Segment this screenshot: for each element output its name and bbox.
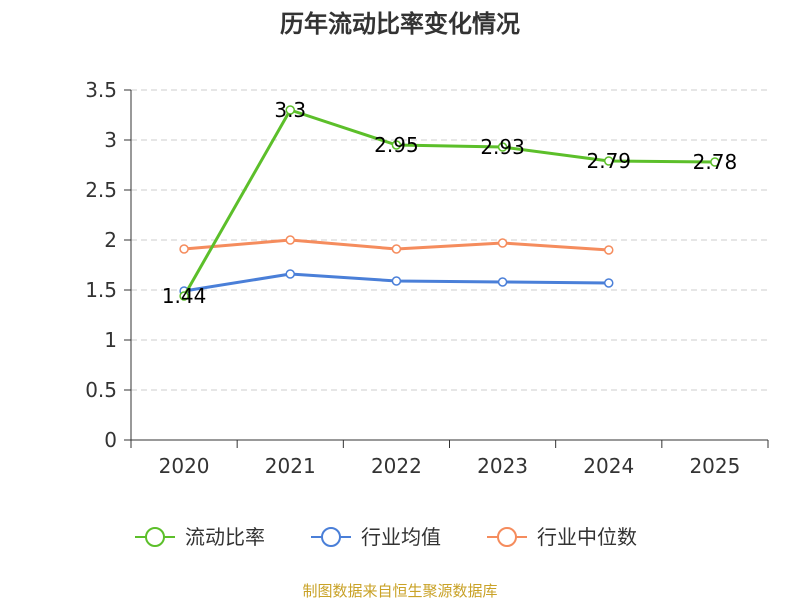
series-point — [497, 142, 508, 152]
data-label: 2.93 — [480, 135, 525, 159]
legend-marker-circle — [321, 527, 341, 547]
x-tick-label: 2022 — [371, 454, 422, 478]
x-tick-label: 2024 — [583, 454, 634, 478]
x-tick-label: 2025 — [689, 454, 740, 478]
source-note: 制图数据来自恒生聚源数据库 — [302, 582, 497, 600]
chart-title: 历年流动比率变化情况 — [280, 10, 520, 38]
series-point — [391, 140, 402, 150]
series-3 — [179, 235, 614, 255]
data-label: 2.79 — [586, 149, 631, 173]
series-point — [391, 276, 402, 286]
y-tick-label: 1 — [104, 328, 117, 352]
data-label: 2.95 — [374, 133, 419, 157]
data-label: 2.78 — [693, 150, 738, 174]
series-point — [604, 278, 614, 288]
series-point — [179, 244, 189, 254]
series-group — [179, 105, 720, 301]
y-tick-label: 3.5 — [85, 78, 117, 102]
series-point — [179, 291, 189, 301]
data-label: 3.3 — [274, 98, 306, 122]
x-tick-label: 2020 — [159, 454, 210, 478]
y-tick-label: 2.5 — [85, 178, 117, 202]
x-tick-label: 2021 — [265, 454, 316, 478]
series-point — [285, 105, 295, 115]
legend-label: 行业均值 — [361, 525, 441, 549]
legend-item: 行业中位数 — [487, 525, 637, 549]
y-tick-label: 0 — [104, 428, 117, 452]
series-line — [182, 108, 715, 297]
series-point — [285, 235, 295, 245]
series-point — [391, 244, 402, 254]
series-point — [604, 245, 614, 255]
y-tick-label: 1.5 — [85, 278, 117, 302]
legend-label: 流动比率 — [185, 525, 265, 549]
series-point — [497, 277, 508, 287]
grid-lines — [131, 89, 768, 391]
legend-item: 行业均值 — [311, 525, 441, 549]
legend-label: 行业中位数 — [537, 525, 637, 549]
series-point — [497, 238, 508, 248]
series-point — [285, 269, 295, 279]
series-point — [710, 157, 720, 167]
axes: 0 0.5 1 1.5 2 2.5 3 3.5 2020 2021 2022 2023 2024 2025 — [85, 78, 769, 478]
x-tick-label: 2023 — [477, 454, 528, 478]
y-tick-label: 3 — [104, 128, 117, 152]
series-2 — [179, 269, 614, 296]
series-1 — [179, 105, 720, 301]
series-point — [604, 156, 614, 166]
y-tick-label: 0.5 — [85, 378, 117, 402]
legend-marker-circle — [497, 527, 517, 547]
data-label: 1.44 — [162, 284, 207, 308]
data-labels: 1.44 3.3 2.95 2.93 2.79 2.78 — [162, 98, 737, 308]
legend-marker-circle — [145, 527, 165, 547]
legend-item: 流动比率 — [135, 525, 265, 549]
y-tick-label: 2 — [104, 228, 117, 252]
legend: 流动比率 行业均值 行业中位数 — [135, 525, 637, 549]
